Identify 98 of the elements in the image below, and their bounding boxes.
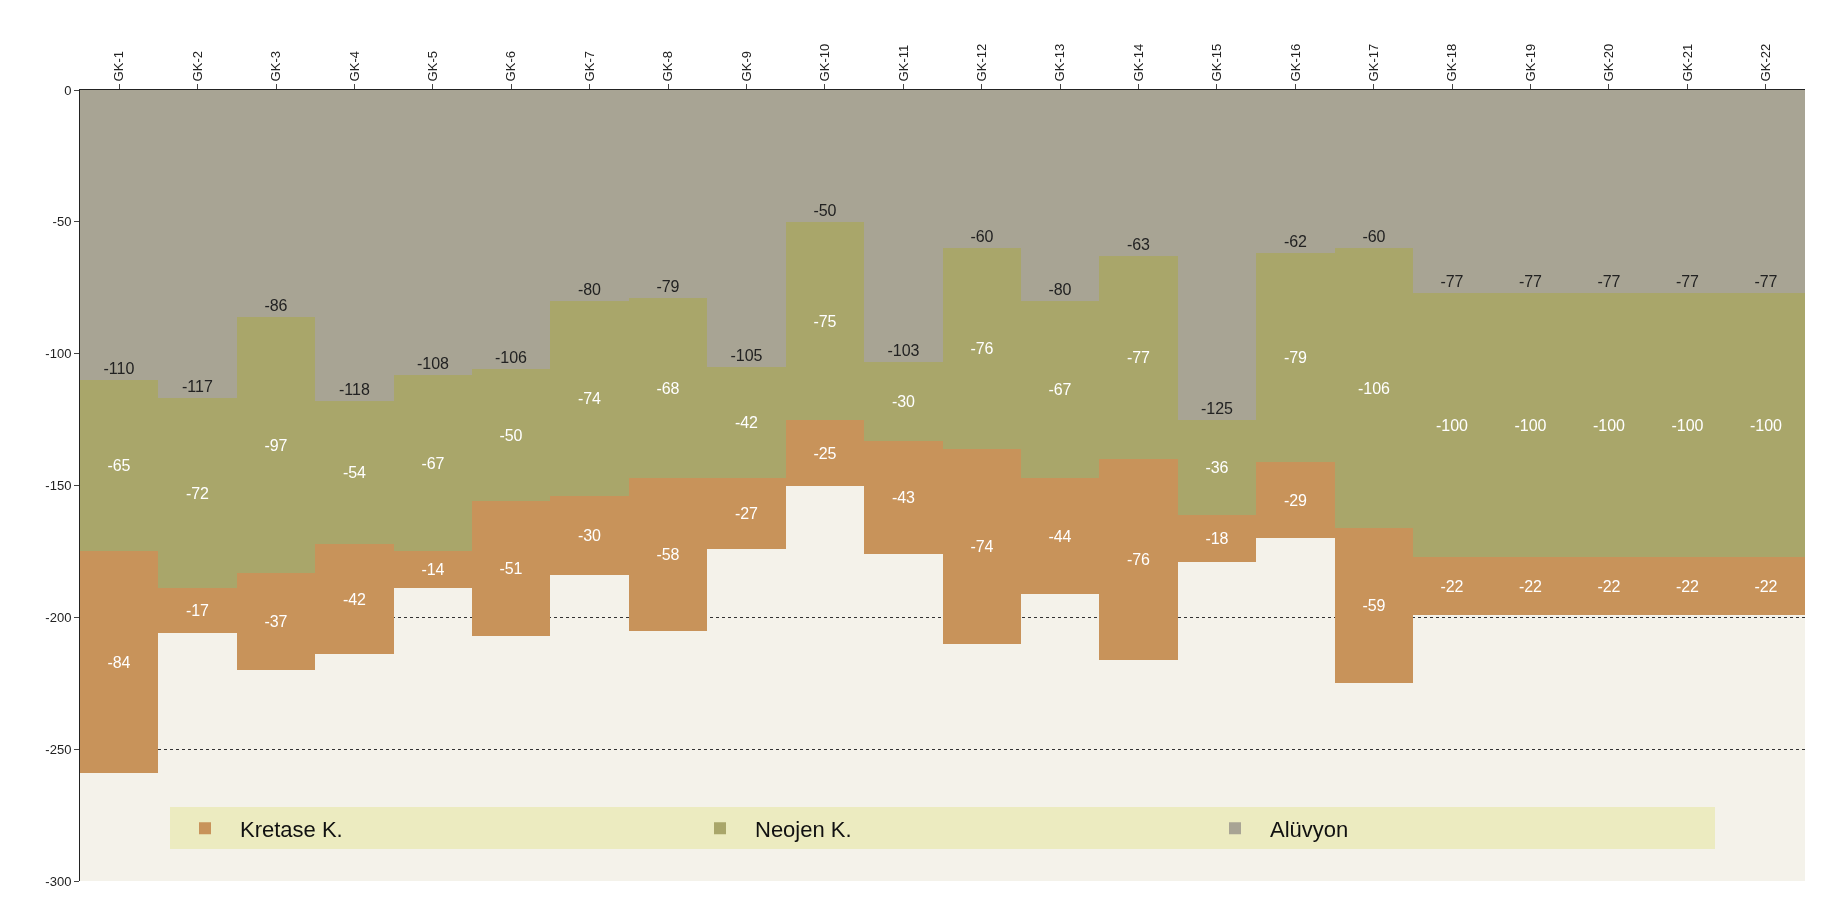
data-label: -74 <box>577 390 602 407</box>
data-label: -100 <box>1671 416 1704 434</box>
x-tick-label: GK-11 <box>895 44 911 82</box>
y-tick-label: -50 <box>52 214 72 230</box>
data-label: -22 <box>1440 577 1464 595</box>
x-tick-label: GK-13 <box>1052 43 1068 82</box>
x-tick-label: GK-21 <box>1679 43 1695 82</box>
data-label: -100 <box>1514 416 1547 434</box>
y-tick-label: -300 <box>45 873 72 889</box>
data-label: -108 <box>416 355 450 372</box>
data-label: -84 <box>107 653 131 671</box>
data-label: -14 <box>421 561 445 578</box>
x-tick-label: GK-17 <box>1365 43 1381 82</box>
x-tick-label: GK-15 <box>1209 43 1225 82</box>
data-label: -80 <box>1048 281 1072 298</box>
x-tick-label: GK-1 <box>111 51 127 82</box>
data-label: -51 <box>499 560 523 577</box>
data-label: -58 <box>656 546 680 563</box>
data-label: -100 <box>1749 416 1783 434</box>
data-label: -77 <box>1675 273 1700 290</box>
data-label: -17 <box>185 602 210 619</box>
x-tick-label: GK-5 <box>425 51 441 82</box>
y-tick-label: -150 <box>45 478 72 494</box>
data-label: -105 <box>730 347 763 364</box>
data-label: -79 <box>1283 349 1308 366</box>
data-label: -76 <box>1126 551 1151 568</box>
x-tick-label: GK-3 <box>268 51 284 82</box>
data-label: -44 <box>1048 527 1072 545</box>
x-tick-label: GK-20 <box>1601 43 1617 82</box>
data-label: -77 <box>1518 273 1543 290</box>
data-label: -80 <box>577 281 602 298</box>
data-label: -50 <box>499 426 523 444</box>
data-label: -106 <box>494 349 528 366</box>
data-label: -36 <box>1205 459 1229 476</box>
data-label: -22 <box>1754 577 1778 595</box>
x-tick-label: GK-22 <box>1758 43 1774 82</box>
y-tick-label: -200 <box>45 609 72 625</box>
legend-label: Neojen K. <box>755 816 852 842</box>
data-label: -106 <box>1357 379 1391 397</box>
data-label: -60 <box>970 228 994 245</box>
data-label: -97 <box>264 436 288 454</box>
data-label: -77 <box>1440 273 1464 290</box>
x-tick-label: GK-8 <box>660 51 676 82</box>
data-label: -18 <box>1205 530 1229 547</box>
x-tick-label: GK-12 <box>973 43 989 82</box>
data-label: -125 <box>1200 400 1234 417</box>
y-tick-label: 0 <box>64 82 72 98</box>
data-label: -72 <box>185 484 210 502</box>
x-tick-label: GK-7 <box>581 51 597 82</box>
data-label: -54 <box>342 464 367 481</box>
x-tick-label: GK-18 <box>1444 43 1460 82</box>
x-tick-label: GK-10 <box>817 43 833 82</box>
data-label: -30 <box>577 527 602 544</box>
x-tick-label: GK-4 <box>346 51 362 82</box>
data-label: -63 <box>1126 236 1151 253</box>
data-label: -22 <box>1597 577 1621 595</box>
data-label: -110 <box>103 360 135 377</box>
x-tick-label: GK-14 <box>1130 43 1146 82</box>
data-label: -77 <box>1126 349 1151 366</box>
data-label: -22 <box>1675 577 1700 595</box>
data-label: -100 <box>1435 416 1469 434</box>
data-label: -29 <box>1283 491 1308 509</box>
data-label: -118 <box>339 381 370 398</box>
data-label: -74 <box>970 538 994 555</box>
x-tick-label: GK-6 <box>503 51 519 82</box>
data-label: -76 <box>970 340 994 357</box>
data-label: -75 <box>813 312 837 330</box>
data-label: -37 <box>264 613 288 630</box>
data-label: -86 <box>264 297 288 314</box>
y-tick-label: -250 <box>45 741 72 757</box>
data-label: -77 <box>1597 273 1621 290</box>
data-label: -50 <box>813 202 837 219</box>
data-label: -27 <box>734 505 759 522</box>
data-label: -59 <box>1362 597 1386 614</box>
data-label: -67 <box>1048 381 1072 398</box>
legend-label: Kretase K. <box>240 816 343 842</box>
x-tick-label: GK-19 <box>1522 43 1538 82</box>
data-label: -65 <box>107 457 131 474</box>
data-label: -42 <box>342 590 367 608</box>
data-label: -67 <box>421 454 445 472</box>
y-tick-label: -100 <box>45 346 72 362</box>
x-tick-label: GK-2 <box>189 51 205 82</box>
data-label: -68 <box>656 379 680 397</box>
data-label: -25 <box>813 444 837 462</box>
data-label: -62 <box>1283 233 1308 250</box>
data-label: -103 <box>887 342 920 359</box>
x-tick-label: GK-16 <box>1287 43 1303 82</box>
data-label: -79 <box>656 278 680 295</box>
data-label: -42 <box>734 414 759 431</box>
data-label: -60 <box>1362 228 1386 245</box>
data-label: -100 <box>1592 416 1626 434</box>
data-label: -43 <box>891 489 916 506</box>
data-label: -22 <box>1518 577 1543 595</box>
data-label: -30 <box>891 393 916 410</box>
data-label: -117 <box>182 378 213 395</box>
data-label: -77 <box>1754 273 1778 290</box>
x-tick-label: GK-9 <box>738 51 754 82</box>
legend-label: Alüvyon <box>1270 816 1349 842</box>
